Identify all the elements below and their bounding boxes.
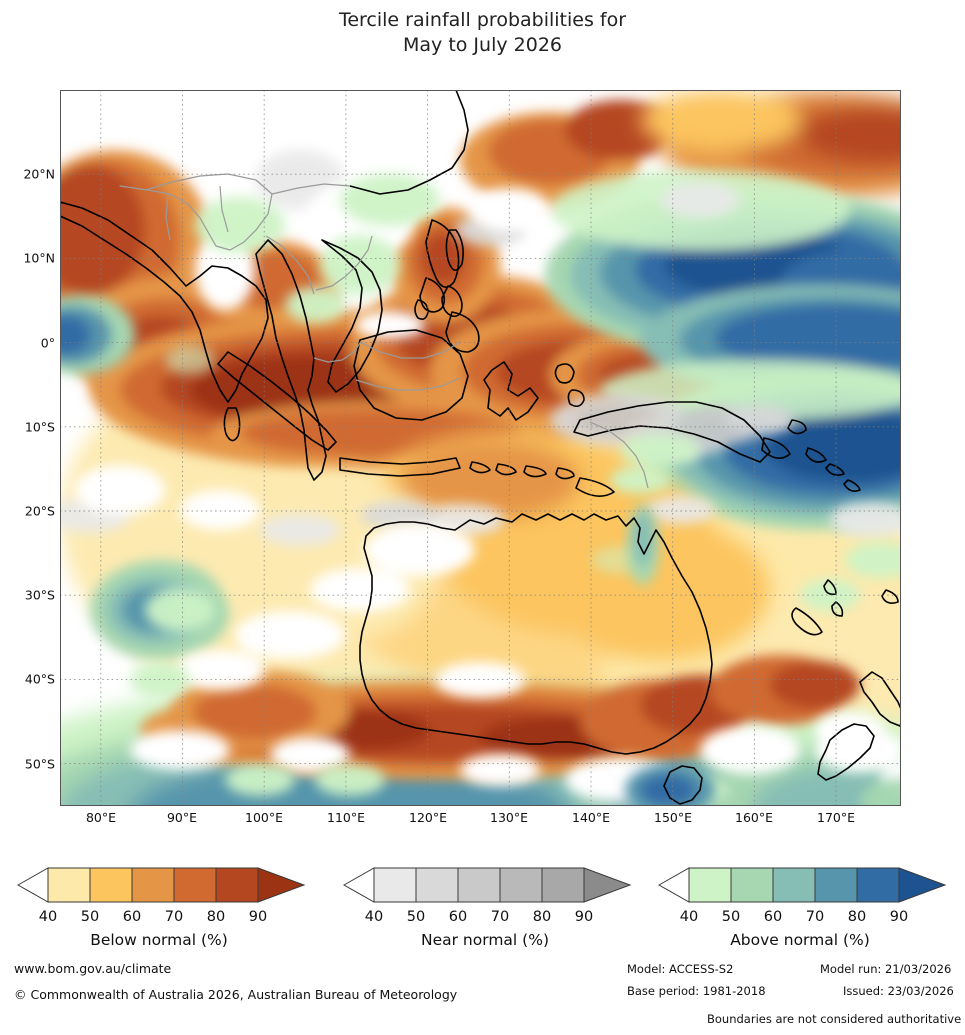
tick: 90 <box>574 909 594 925</box>
tick: 40 <box>364 909 384 925</box>
lon-label: 120°E <box>408 810 448 825</box>
lon-label: 140°E <box>571 810 611 825</box>
tick: 80 <box>532 909 552 925</box>
lat-label: 50°S <box>24 756 55 772</box>
title-line-2: May to July 2026 <box>403 34 562 56</box>
base-period: Base period: 1981-2018 <box>627 984 766 998</box>
latitude-axis: 20°N 10°N 0° 10°S 20°S 30°S 40°S 50°S <box>0 90 55 806</box>
lon-label: 100°E <box>244 810 284 825</box>
lon-label: 160°E <box>734 810 774 825</box>
tick: 70 <box>490 909 510 925</box>
lon-label: 150°E <box>653 810 693 825</box>
bom-website-link[interactable]: www.bom.gov.au/climate <box>14 961 172 976</box>
lon-label: 90°E <box>166 810 198 825</box>
colorbar-near-ticks: 40 50 60 70 80 90 <box>340 909 640 929</box>
copyright-notice: © Commonwealth of Australia 2026, Austra… <box>14 987 458 1002</box>
page-title: Tercile rainfall probabilities for May t… <box>0 8 965 58</box>
map-canvas <box>60 90 901 806</box>
lon-label: 170°E <box>816 810 856 825</box>
colorbar-above-caption: Above normal (%) <box>730 931 870 949</box>
tick: 60 <box>122 909 142 925</box>
tick: 60 <box>763 909 783 925</box>
country-borders <box>119 173 649 489</box>
neutral-white-areas <box>75 157 901 802</box>
tick: 90 <box>889 909 909 925</box>
issued-date: Issued: 23/03/2026 <box>843 984 954 998</box>
tick: 70 <box>805 909 825 925</box>
tick: 40 <box>679 909 699 925</box>
colorbar-above-normal: 40 50 60 70 80 90 Above normal (%) <box>655 862 955 957</box>
model-name: Model: ACCESS-S2 <box>627 962 734 976</box>
lat-label: 10°N <box>23 250 55 266</box>
lat-label: 0° <box>40 335 55 351</box>
lat-label: 20°S <box>24 503 55 519</box>
longitude-axis: 80°E 90°E 100°E 110°E 120°E 130°E 140°E … <box>60 810 901 832</box>
lon-label: 130°E <box>489 810 529 825</box>
tick: 50 <box>80 909 100 925</box>
colorbar-near-normal: 40 50 60 70 80 90 Near normal (%) <box>340 862 640 957</box>
lat-label: 40°S <box>24 671 55 687</box>
graticule <box>60 90 901 806</box>
boundaries-disclaimer: Boundaries are not considered authoritat… <box>707 1012 962 1026</box>
colorbar-below-normal: 40 50 60 70 80 90 Below normal (%) <box>14 862 314 957</box>
lat-label: 10°S <box>24 419 55 435</box>
tick: 50 <box>406 909 426 925</box>
coastlines <box>60 90 901 805</box>
tick: 60 <box>448 909 468 925</box>
lat-label: 30°S <box>24 587 55 603</box>
colorbar-above-ticks: 40 50 60 70 80 90 <box>655 909 955 929</box>
tick: 80 <box>847 909 867 925</box>
tick: 50 <box>721 909 741 925</box>
colorbar-below-caption: Below normal (%) <box>90 931 228 949</box>
colorbar-below-ticks: 40 50 60 70 80 90 <box>14 909 314 929</box>
model-run-date: Model run: 21/03/2026 <box>820 962 952 976</box>
lat-label: 20°N <box>23 166 55 182</box>
tick: 40 <box>38 909 58 925</box>
lon-label: 80°E <box>85 810 117 825</box>
tick: 90 <box>248 909 268 925</box>
colorbar-below-swatches <box>16 867 306 903</box>
tick: 80 <box>206 909 226 925</box>
tick: 70 <box>164 909 184 925</box>
above-normal-cape-york <box>627 505 659 585</box>
above-normal-south-of-tasmania <box>625 764 715 806</box>
colorbar-near-caption: Near normal (%) <box>421 931 549 949</box>
probability-field <box>60 90 901 806</box>
title-line-1: Tercile rainfall probabilities for <box>338 9 627 31</box>
colorbar-near-swatches <box>342 867 632 903</box>
colorbar-above-swatches <box>657 867 947 903</box>
forecast-map <box>60 90 901 806</box>
lon-label: 110°E <box>326 810 366 825</box>
